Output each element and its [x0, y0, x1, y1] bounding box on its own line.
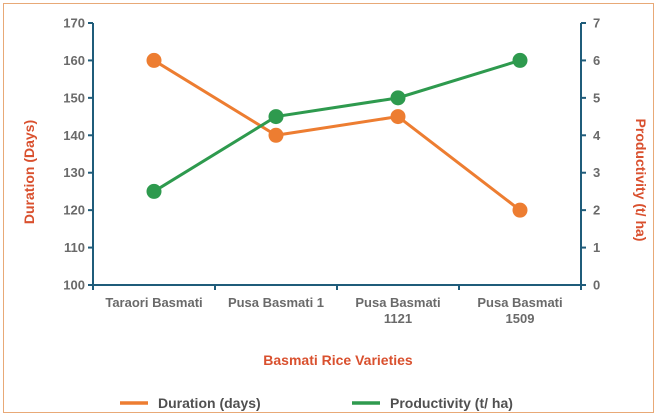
y-tick-label: 170 [63, 16, 85, 31]
legend-label-1: Productivity (t/ ha) [390, 395, 513, 411]
data-point-0-0 [146, 52, 162, 68]
y2-tick-label: 0 [593, 278, 600, 293]
y-axis-title: Duration (Days) [21, 120, 37, 224]
y2-tick-label: 2 [593, 203, 600, 218]
y-tick-label: 140 [63, 128, 85, 143]
series-line-0 [153, 59, 521, 212]
y-tick-label: 130 [63, 165, 85, 180]
y-tick-label: 150 [63, 90, 85, 105]
data-point-0-2 [390, 109, 406, 125]
y2-tick-label: 6 [593, 53, 600, 68]
data-point-1-3 [512, 52, 528, 68]
axes: 100 110 120 130 140 150 160 170 0 1 2 3 4 5 6 7 Taraori … [63, 16, 601, 327]
y2-tick-label: 7 [593, 16, 600, 31]
x-tick-label: Pusa Basmati 1 [228, 295, 324, 310]
series-line-1 [153, 58, 521, 193]
x-tick-label: Pusa Basmati 1121 [355, 295, 440, 326]
series-layer [146, 52, 528, 218]
y-tick-label: 120 [63, 203, 85, 218]
y2-tick-label: 4 [593, 128, 601, 143]
y-tick-label: 100 [63, 278, 85, 293]
data-point-1-1 [268, 109, 284, 125]
y2-tick-label: 5 [593, 90, 600, 105]
chart-frame [3, 3, 654, 413]
x-tick-label: Pusa Basmati 1509 [477, 295, 562, 326]
legend-label-0: Duration (days) [158, 395, 261, 411]
y-tick-label: 160 [63, 53, 85, 68]
y2-tick-label: 1 [593, 240, 600, 255]
x-axis-title: Basmati Rice Varieties [263, 352, 413, 368]
x-tick-label: Taraori Basmati [105, 295, 202, 310]
y-tick-label: 110 [64, 240, 85, 255]
y2-axis-title: Productivity (t/ ha) [633, 119, 649, 242]
legend: Duration (days) Productivity (t/ ha) [120, 395, 513, 411]
data-point-0-1 [268, 127, 284, 143]
data-point-1-2 [390, 90, 406, 106]
data-point-1-0 [146, 183, 162, 199]
data-point-0-3 [512, 202, 528, 218]
y2-tick-label: 3 [593, 165, 600, 180]
